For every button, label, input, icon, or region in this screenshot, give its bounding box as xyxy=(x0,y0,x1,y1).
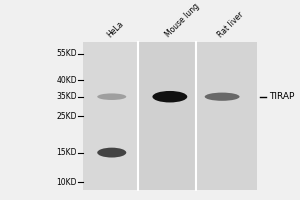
Text: HeLa: HeLa xyxy=(105,19,125,39)
Ellipse shape xyxy=(97,93,126,100)
Text: TIRAP: TIRAP xyxy=(268,92,294,101)
Ellipse shape xyxy=(97,148,126,158)
Text: 25KD: 25KD xyxy=(56,112,77,121)
Text: 15KD: 15KD xyxy=(56,148,77,157)
Ellipse shape xyxy=(205,93,240,101)
Text: 40KD: 40KD xyxy=(56,76,77,85)
Text: 55KD: 55KD xyxy=(56,49,77,58)
Text: Rat liver: Rat liver xyxy=(216,10,245,39)
FancyBboxPatch shape xyxy=(83,42,138,190)
Text: Mouse lung: Mouse lung xyxy=(164,2,201,39)
FancyBboxPatch shape xyxy=(196,42,257,190)
Text: 10KD: 10KD xyxy=(56,178,77,187)
Ellipse shape xyxy=(152,91,187,102)
FancyBboxPatch shape xyxy=(138,42,196,190)
Text: 35KD: 35KD xyxy=(56,92,77,101)
